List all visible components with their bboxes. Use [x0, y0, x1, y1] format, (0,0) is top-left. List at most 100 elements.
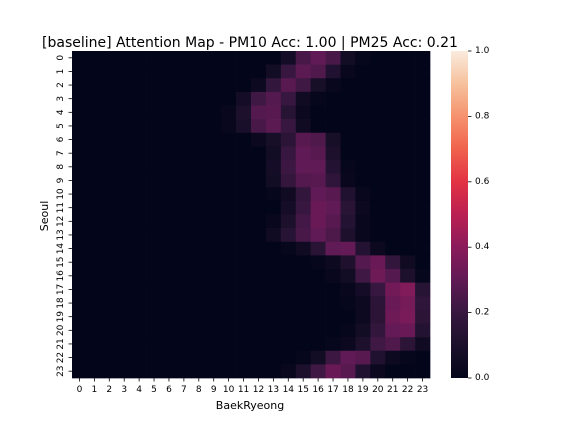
heatmap-cell — [280, 119, 297, 134]
heatmap-cell — [176, 160, 192, 174]
heatmap-cell — [310, 214, 326, 229]
colorbar-tick-label: 0.0 — [475, 373, 490, 383]
heatmap-cell — [265, 214, 282, 229]
heatmap-cell — [295, 200, 312, 215]
heatmap-cell — [370, 241, 386, 256]
heatmap-cell — [131, 78, 147, 93]
x-tick-label: 7 — [181, 385, 187, 395]
heatmap-cell — [161, 119, 177, 134]
heatmap-cell — [236, 337, 252, 352]
heatmap-cell — [370, 323, 386, 338]
heatmap-cell — [86, 132, 103, 147]
heatmap-cell — [280, 91, 297, 106]
heatmap-cell — [325, 132, 341, 147]
heatmap-cell — [161, 78, 177, 93]
heatmap-cell — [146, 323, 162, 338]
heatmap-cell — [415, 323, 431, 338]
heatmap-cell — [280, 200, 297, 215]
heatmap-cell — [295, 64, 312, 79]
heatmap-cell — [191, 309, 207, 324]
heatmap-cell — [400, 241, 416, 256]
heatmap-cell — [325, 350, 341, 365]
heatmap-cell — [86, 296, 103, 311]
heatmap-cell — [415, 350, 431, 365]
heatmap-cell — [86, 187, 103, 202]
heatmap-cell — [385, 64, 401, 79]
heatmap-cell — [340, 173, 356, 188]
heatmap-cell — [206, 323, 222, 338]
heatmap-cell — [131, 51, 147, 65]
heatmap-cell — [415, 228, 431, 243]
heatmap-cell — [176, 282, 192, 297]
heatmap-cell — [340, 364, 356, 379]
heatmap-cell — [221, 255, 237, 270]
heatmap-cell — [236, 173, 252, 188]
heatmap-cell — [176, 269, 192, 283]
heatmap-cell — [340, 255, 356, 270]
heatmap-cell — [295, 255, 312, 270]
heatmap-cell — [251, 228, 267, 243]
heatmap-cell — [221, 309, 237, 324]
heatmap-cell — [72, 282, 88, 297]
x-tick-label: 18 — [342, 385, 354, 395]
heatmap-cell — [355, 364, 371, 379]
heatmap-cell — [340, 200, 356, 215]
heatmap-cell — [176, 187, 192, 202]
heatmap-cell — [176, 105, 192, 120]
heatmap-cell — [146, 350, 162, 365]
heatmap-cell — [86, 146, 103, 161]
heatmap-cell — [385, 160, 401, 174]
heatmap-cell — [280, 309, 297, 324]
heatmap-cell — [325, 296, 341, 311]
heatmap-cell — [251, 282, 267, 297]
heatmap-cell — [295, 132, 312, 147]
heatmap-cell — [191, 64, 207, 79]
heatmap-cell — [221, 296, 237, 311]
y-tick-label: 2 — [56, 82, 66, 88]
y-tick-label: 7 — [56, 150, 66, 156]
heatmap-cell — [340, 187, 356, 202]
heatmap-cell — [280, 146, 297, 161]
heatmap-cell — [415, 105, 431, 120]
heatmap-cell — [310, 364, 326, 379]
heatmap-cell — [251, 337, 267, 352]
heatmap-cell — [176, 51, 192, 65]
heatmap-cell — [400, 91, 416, 106]
heatmap-cell — [251, 214, 267, 229]
heatmap-cell — [221, 51, 237, 65]
heatmap-cell — [236, 200, 252, 215]
heatmap-cell — [72, 214, 88, 229]
heatmap-cell — [400, 228, 416, 243]
heatmap-cell — [131, 364, 147, 379]
heatmap-cell — [116, 364, 133, 379]
heatmap-cell — [280, 132, 297, 147]
y-tick-label: 14 — [56, 243, 66, 255]
colorbar-tick-label: 0.6 — [475, 177, 490, 187]
heatmap-cell — [86, 173, 103, 188]
heatmap-cell — [191, 200, 207, 215]
heatmap-cell — [161, 228, 177, 243]
heatmap-cell — [415, 51, 431, 65]
heatmap-cell — [236, 255, 252, 270]
heatmap-cell — [206, 269, 222, 283]
chart-title: [baseline] Attention Map - PM10 Acc: 1.0… — [42, 35, 458, 51]
heatmap-cell — [325, 160, 341, 174]
heatmap-cell — [355, 214, 371, 229]
heatmap-cell — [280, 269, 297, 283]
heatmap-cell — [385, 323, 401, 338]
heatmap-cell — [325, 200, 341, 215]
heatmap-cell — [236, 132, 252, 147]
heatmap-cell — [295, 296, 312, 311]
colorbar-ticks: 0.0 0.2 0.4 0.6 0.8 1.0 — [468, 46, 490, 383]
heatmap-cell — [86, 64, 103, 79]
heatmap-cell — [251, 160, 267, 174]
heatmap-cell — [191, 78, 207, 93]
heatmap-cell — [340, 146, 356, 161]
heatmap-cell — [161, 105, 177, 120]
heatmap-cell — [340, 64, 356, 79]
heatmap-cell — [101, 255, 118, 270]
heatmap-cell — [340, 337, 356, 352]
heatmap-cell — [355, 228, 371, 243]
